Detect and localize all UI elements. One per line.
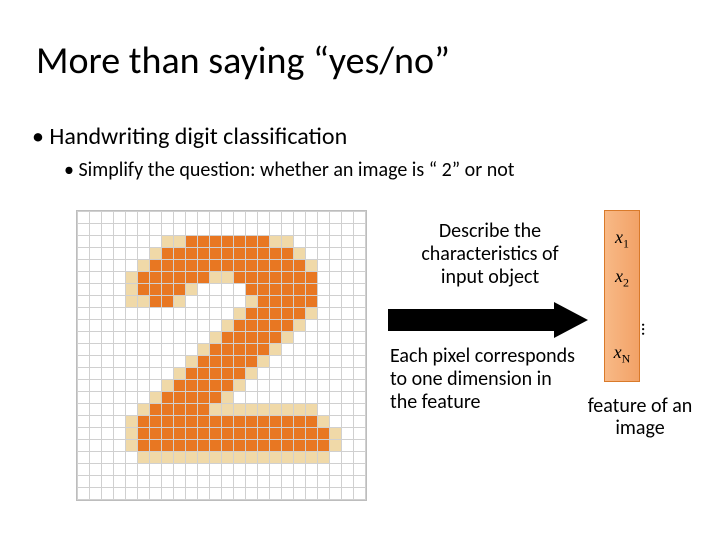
feature-x1: x1 [615, 228, 629, 250]
feature-vector-box: x1 x2 xN [604, 210, 640, 382]
slide-title: More than saying “yes/no” [36, 38, 450, 84]
bullet-level-2: Simplify the question: whether an image … [64, 158, 514, 182]
describe-characteristics-text: Describe the characteristics of input ob… [400, 220, 580, 289]
feature-x2: x2 [615, 267, 629, 289]
arrow-right-icon [388, 302, 588, 338]
ellipsis-icon: … [637, 323, 659, 335]
feature-xn: xN [614, 343, 631, 365]
digit-pixel-grid [76, 210, 367, 501]
bullet-level-1: Handwriting digit classification [32, 122, 347, 151]
pixel-corresponds-text: Each pixel corresponds to one dimension … [390, 345, 580, 414]
feature-caption: feature of an image [575, 395, 705, 439]
